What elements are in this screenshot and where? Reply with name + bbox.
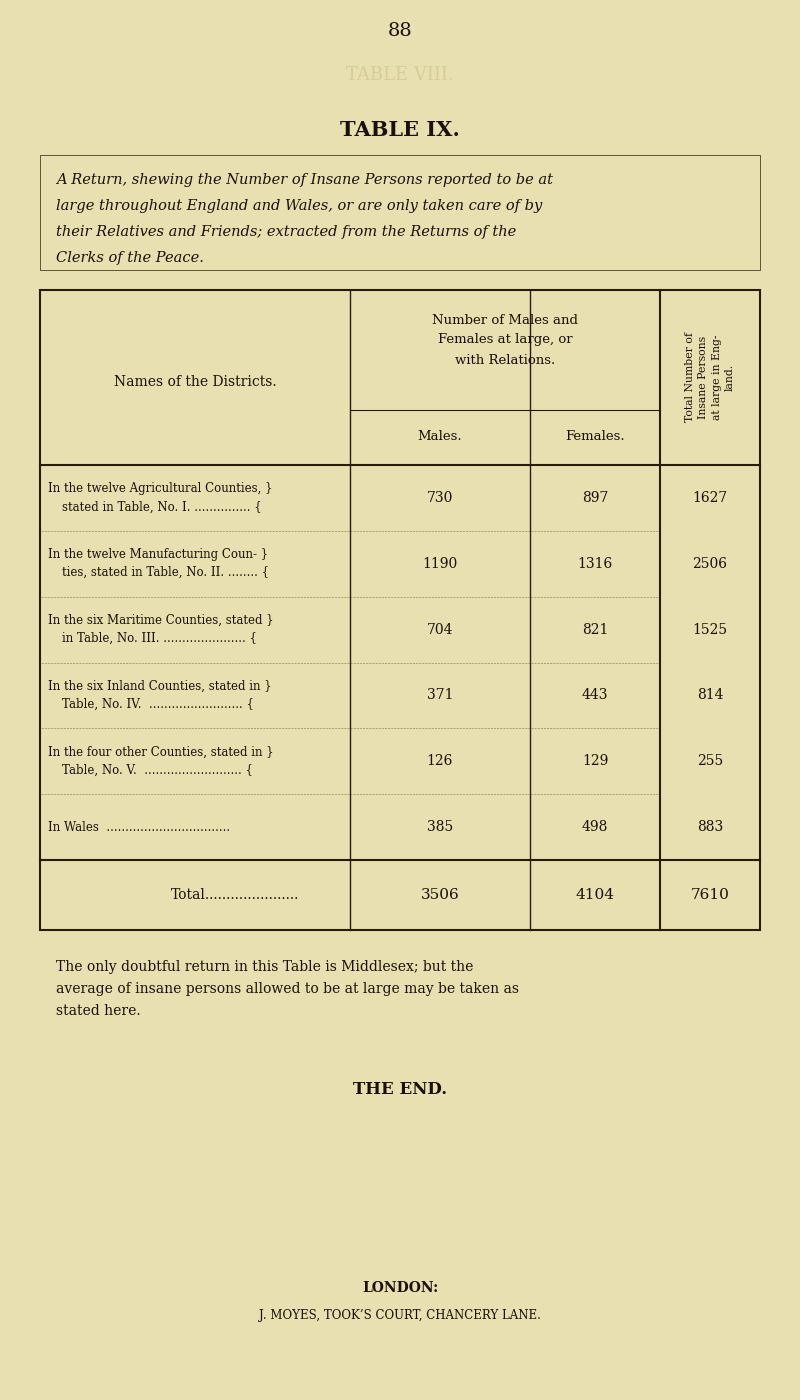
Text: with Relations.: with Relations. bbox=[455, 353, 555, 367]
Bar bbox=[40, 155, 760, 270]
Text: 1627: 1627 bbox=[692, 491, 728, 505]
Text: Number of Males and: Number of Males and bbox=[432, 314, 578, 326]
Text: large throughout England and Wales, or are only taken care of by: large throughout England and Wales, or a… bbox=[56, 199, 542, 213]
Text: 704: 704 bbox=[426, 623, 454, 637]
Text: Females.: Females. bbox=[565, 431, 625, 444]
Text: In Wales  .................................: In Wales ...............................… bbox=[48, 820, 230, 833]
Text: 126: 126 bbox=[427, 755, 453, 769]
Text: 821: 821 bbox=[582, 623, 608, 637]
Text: In the twelve Agricultural Counties, }: In the twelve Agricultural Counties, } bbox=[48, 483, 273, 496]
Text: In the four other Counties, stated in }: In the four other Counties, stated in } bbox=[48, 746, 274, 759]
Text: J. MOYES, TOOK’S COURT, CHANCERY LANE.: J. MOYES, TOOK’S COURT, CHANCERY LANE. bbox=[259, 1309, 541, 1322]
Text: TABLE IX.: TABLE IX. bbox=[340, 120, 460, 140]
Text: stated here.: stated here. bbox=[56, 1004, 141, 1018]
Bar bbox=[40, 290, 760, 930]
Text: 1190: 1190 bbox=[422, 557, 458, 571]
Text: Total Number of
Insane Persons
at large in Eng-
land.: Total Number of Insane Persons at large … bbox=[685, 333, 734, 423]
Text: 2506: 2506 bbox=[693, 557, 727, 571]
Text: 730: 730 bbox=[427, 491, 453, 505]
Text: 814: 814 bbox=[697, 689, 723, 703]
Text: THE END.: THE END. bbox=[353, 1081, 447, 1098]
Text: 897: 897 bbox=[582, 491, 608, 505]
Text: In the twelve Manufacturing Coun- }: In the twelve Manufacturing Coun- } bbox=[48, 549, 268, 561]
Text: 88: 88 bbox=[388, 22, 412, 41]
Text: In the six Maritime Counties, stated }: In the six Maritime Counties, stated } bbox=[48, 615, 274, 627]
Text: in Table, No. III. ...................... {: in Table, No. III. .....................… bbox=[62, 631, 257, 645]
Text: 1316: 1316 bbox=[578, 557, 613, 571]
Text: 883: 883 bbox=[697, 820, 723, 834]
Text: Table, No. V.  .......................... {: Table, No. V. ..........................… bbox=[62, 764, 253, 777]
Text: 385: 385 bbox=[427, 820, 453, 834]
Text: In the six Inland Counties, stated in }: In the six Inland Counties, stated in } bbox=[48, 680, 272, 693]
Text: A Return, shewing the Number of Insane Persons reported to be at: A Return, shewing the Number of Insane P… bbox=[56, 174, 553, 188]
Text: Males.: Males. bbox=[418, 431, 462, 444]
Text: Table, No. IV.  ......................... {: Table, No. IV. .........................… bbox=[62, 699, 254, 711]
Text: TABLE VIII.: TABLE VIII. bbox=[346, 66, 454, 84]
Text: stated in Table, No. I. ............... {: stated in Table, No. I. ............... … bbox=[62, 500, 262, 514]
Text: Total......................: Total...................... bbox=[171, 888, 299, 902]
Text: 129: 129 bbox=[582, 755, 608, 769]
Text: Clerks of the Peace.: Clerks of the Peace. bbox=[56, 251, 204, 265]
Text: 498: 498 bbox=[582, 820, 608, 834]
Text: 371: 371 bbox=[426, 689, 454, 703]
Text: 443: 443 bbox=[582, 689, 608, 703]
Text: 4104: 4104 bbox=[575, 888, 614, 902]
Text: Females at large, or: Females at large, or bbox=[438, 333, 572, 347]
Text: their Relatives and Friends; extracted from the Returns of the: their Relatives and Friends; extracted f… bbox=[56, 225, 516, 239]
Text: Names of the Districts.: Names of the Districts. bbox=[114, 375, 276, 389]
Text: average of insane persons allowed to be at large may be taken as: average of insane persons allowed to be … bbox=[56, 981, 519, 995]
Text: 1525: 1525 bbox=[693, 623, 727, 637]
Text: 7610: 7610 bbox=[690, 888, 730, 902]
Text: The only doubtful return in this Table is Middlesex; but the: The only doubtful return in this Table i… bbox=[56, 960, 474, 974]
Text: LONDON:: LONDON: bbox=[362, 1281, 438, 1295]
Text: 3506: 3506 bbox=[421, 888, 459, 902]
Text: ties, stated in Table, No. II. ........ {: ties, stated in Table, No. II. ........ … bbox=[62, 566, 269, 580]
Text: 255: 255 bbox=[697, 755, 723, 769]
